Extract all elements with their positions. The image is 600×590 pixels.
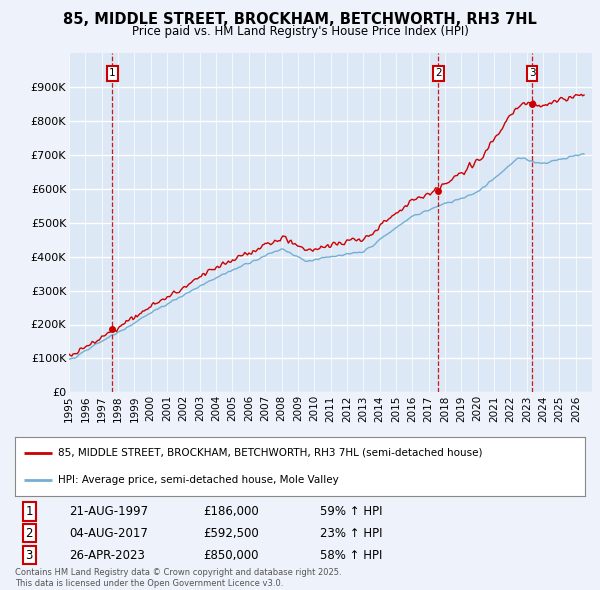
Text: 23% ↑ HPI: 23% ↑ HPI xyxy=(320,527,382,540)
Text: £850,000: £850,000 xyxy=(203,549,259,562)
Text: 59% ↑ HPI: 59% ↑ HPI xyxy=(320,505,382,518)
Text: HPI: Average price, semi-detached house, Mole Valley: HPI: Average price, semi-detached house,… xyxy=(58,475,338,484)
Text: £186,000: £186,000 xyxy=(203,505,259,518)
Text: 85, MIDDLE STREET, BROCKHAM, BETCHWORTH, RH3 7HL: 85, MIDDLE STREET, BROCKHAM, BETCHWORTH,… xyxy=(63,12,537,27)
Text: 1: 1 xyxy=(109,68,115,78)
Text: 2: 2 xyxy=(435,68,442,78)
Text: £592,500: £592,500 xyxy=(203,527,259,540)
Text: 58% ↑ HPI: 58% ↑ HPI xyxy=(320,549,382,562)
Text: 1: 1 xyxy=(25,505,33,518)
Text: 3: 3 xyxy=(26,549,33,562)
Text: Contains HM Land Registry data © Crown copyright and database right 2025.
This d: Contains HM Land Registry data © Crown c… xyxy=(15,568,341,588)
Text: 85, MIDDLE STREET, BROCKHAM, BETCHWORTH, RH3 7HL (semi-detached house): 85, MIDDLE STREET, BROCKHAM, BETCHWORTH,… xyxy=(58,448,482,457)
Text: 3: 3 xyxy=(529,68,535,78)
Text: 26-APR-2023: 26-APR-2023 xyxy=(69,549,145,562)
Text: 21-AUG-1997: 21-AUG-1997 xyxy=(69,505,148,518)
Text: Price paid vs. HM Land Registry's House Price Index (HPI): Price paid vs. HM Land Registry's House … xyxy=(131,25,469,38)
Text: 2: 2 xyxy=(25,527,33,540)
Text: 04-AUG-2017: 04-AUG-2017 xyxy=(69,527,148,540)
